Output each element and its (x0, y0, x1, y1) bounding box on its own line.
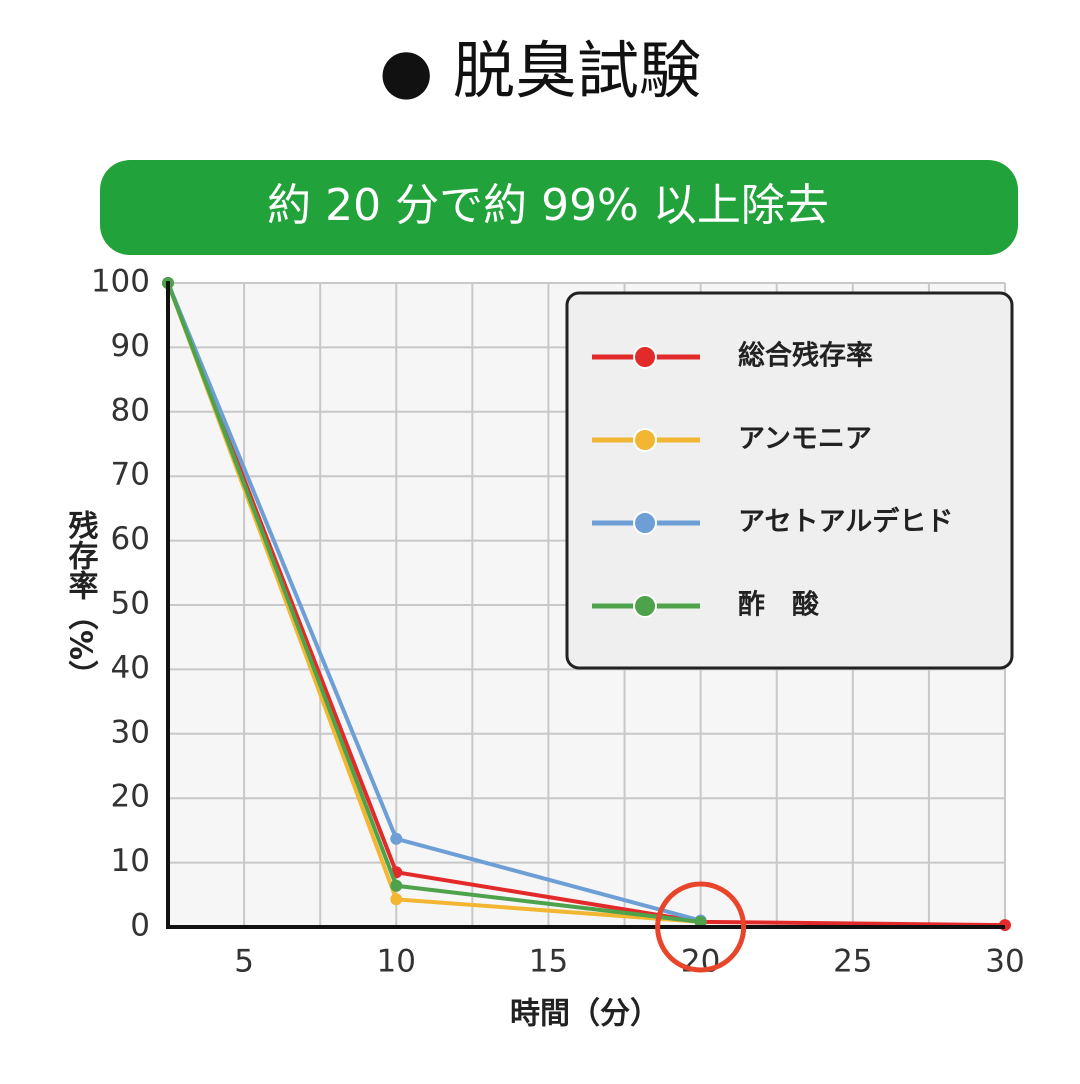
data-point (390, 893, 403, 906)
legend (565, 291, 1014, 670)
y-tick-label: 60 (111, 521, 150, 557)
legend-label: 総合残存率 (738, 340, 873, 372)
highlight-ring (655, 881, 747, 973)
x-tick-label: 30 (985, 944, 1024, 980)
legend-marker (633, 345, 657, 369)
x-tick-label: 10 (377, 944, 416, 980)
series-line (166, 282, 1006, 928)
data-point (390, 832, 403, 845)
chart-title: ● 脱臭試験 (379, 34, 701, 107)
y-tick-label: 50 (111, 586, 150, 622)
data-point (694, 915, 707, 928)
legend-marker (633, 428, 657, 452)
x-axis-title: 時間（分） (510, 997, 660, 1032)
x-tick-label: 15 (529, 944, 568, 980)
legend-marker (633, 511, 657, 535)
y-tick-label: 20 (111, 779, 150, 815)
x-tick-label: 20 (681, 944, 720, 980)
x-tick-label: 25 (833, 944, 872, 980)
legend-label: 酢 酸 (738, 590, 820, 621)
y-tick-label: 80 (111, 392, 150, 428)
x-tick-label: 5 (234, 944, 254, 980)
banner (100, 160, 1018, 255)
y-axis-title: 残存率（%） (63, 510, 99, 690)
y-tick-label: 70 (111, 457, 150, 493)
legend-label: アセトアルデヒド (738, 506, 953, 538)
y-tick-label: 30 (111, 714, 150, 750)
legend-label: アンモニア (738, 424, 872, 455)
y-tick-label: 90 (111, 328, 150, 364)
data-point (390, 879, 403, 892)
y-tick-label: 10 (111, 843, 150, 879)
y-tick-label: 40 (111, 650, 150, 686)
chart-subtitle: 約 20 分で約 99% 以上除去 (267, 180, 829, 231)
legend-marker (633, 594, 657, 618)
y-tick-label: 0 (130, 908, 150, 944)
y-tick-label: 100 (91, 264, 150, 300)
